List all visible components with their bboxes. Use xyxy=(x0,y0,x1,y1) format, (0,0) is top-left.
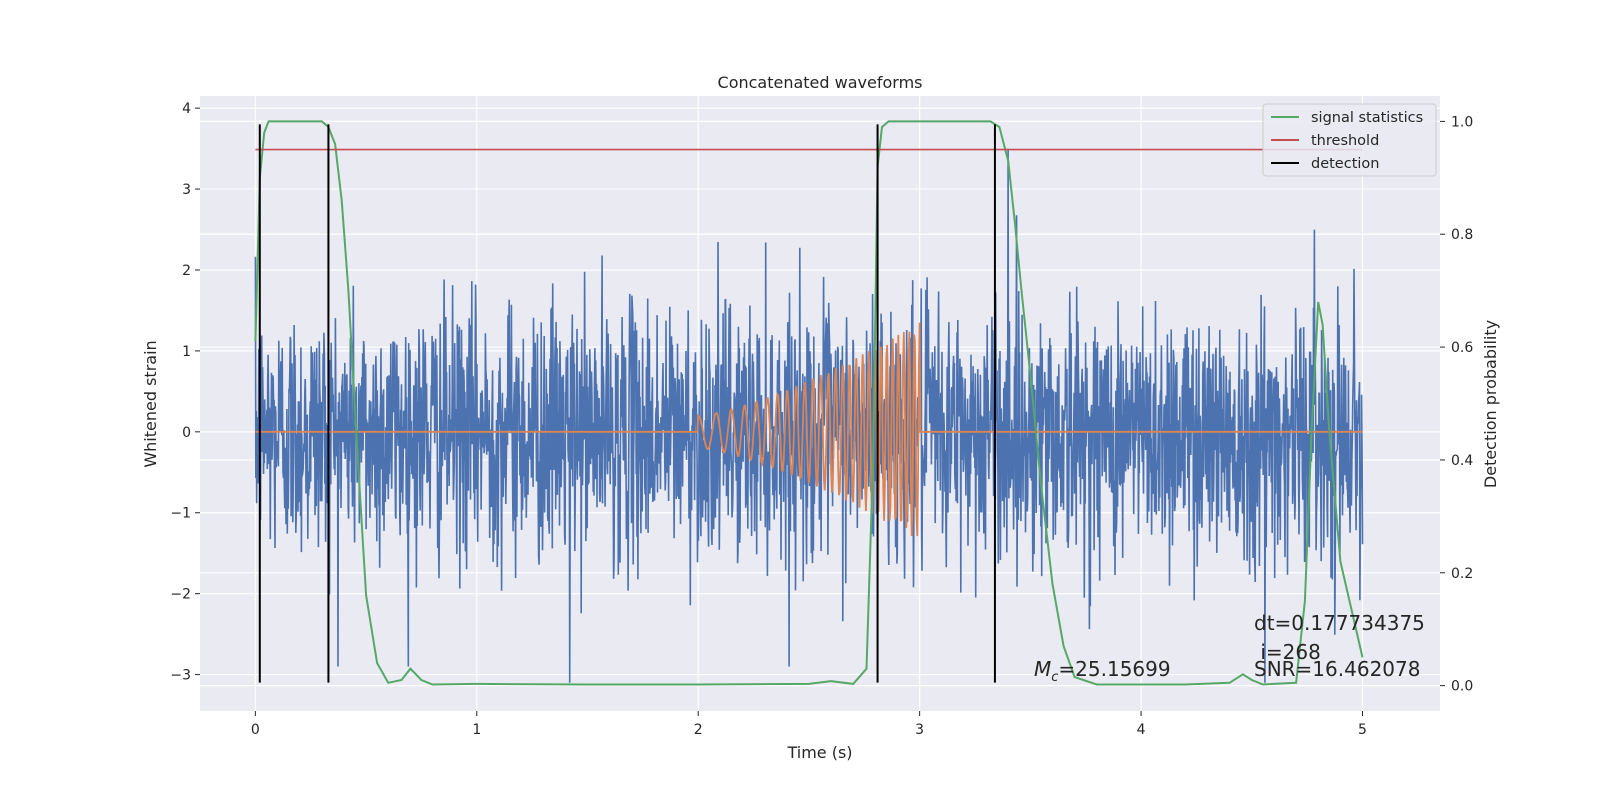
left-y-axis: −3 −2 −1 0 1 2 3 4 xyxy=(170,101,200,684)
plot-content xyxy=(254,120,1364,686)
annotation-snr: SNR=16.462078 xyxy=(1254,657,1420,681)
legend-box xyxy=(1262,103,1437,177)
y-right-tick-label-0: 0.0 xyxy=(1451,679,1473,695)
chart-title: Concatenated waveforms xyxy=(718,73,923,92)
legend-label-detection: detection xyxy=(1311,156,1379,172)
annotations: Mc=25.15699 dt=0.177734375 i=268 SNR=16.… xyxy=(1034,611,1425,685)
x-axis-label: Time (s) xyxy=(786,743,852,762)
y-right-tick-label-3: 0.6 xyxy=(1451,340,1473,356)
y-tick-label-0: −3 xyxy=(170,668,191,684)
annotation-chirp-mass-value: =25.15699 xyxy=(1058,657,1170,681)
y-tick-label-4: 1 xyxy=(182,344,191,360)
x-tick-label-2: 2 xyxy=(694,722,703,738)
x-axis: 0 1 2 3 4 5 xyxy=(251,711,1367,738)
whitened-strain-series xyxy=(254,148,1364,683)
y-tick-label-2: −1 xyxy=(170,506,191,522)
legend: signal statistics threshold detection xyxy=(1262,103,1437,177)
y-right-tick-label-1: 0.2 xyxy=(1451,566,1473,582)
y-right-tick-label-5: 1.0 xyxy=(1451,114,1473,130)
right-y-axis: 0.0 0.2 0.4 0.6 0.8 1.0 xyxy=(1440,114,1473,695)
annotation-chirp-mass-subscript: c xyxy=(1051,670,1058,685)
x-tick-label-5: 5 xyxy=(1358,722,1367,738)
x-tick-label-0: 0 xyxy=(251,722,260,738)
y-tick-label-3: 0 xyxy=(182,425,191,441)
y-tick-label-7: 4 xyxy=(182,101,191,117)
annotation-index: i=268 xyxy=(1254,640,1321,664)
y-tick-label-6: 3 xyxy=(182,182,191,198)
legend-label-threshold: threshold xyxy=(1311,133,1379,149)
signal-statistics-series xyxy=(254,120,1364,686)
annotation-chirp-mass: Mc=25.15699 xyxy=(1034,657,1171,685)
x-tick-label-4: 4 xyxy=(1137,722,1146,738)
y-right-tick-label-4: 0.8 xyxy=(1451,227,1473,243)
y-tick-label-5: 2 xyxy=(182,263,191,279)
x-tick-label-3: 3 xyxy=(915,722,924,738)
right-y-axis-label: Detection probability xyxy=(1481,320,1500,488)
legend-label-signal-statistics: signal statistics xyxy=(1311,110,1423,126)
y-axis-label: Whitened strain xyxy=(141,340,160,467)
y-right-tick-label-2: 0.4 xyxy=(1451,453,1473,469)
annotation-chirp-mass-symbol: M xyxy=(1034,657,1051,681)
x-tick-label-1: 1 xyxy=(472,722,481,738)
injected-waveform-series xyxy=(255,322,1363,537)
annotation-dt: dt=0.177734375 xyxy=(1254,611,1425,635)
y-tick-label-1: −2 xyxy=(170,587,191,603)
detection-series xyxy=(258,124,996,683)
